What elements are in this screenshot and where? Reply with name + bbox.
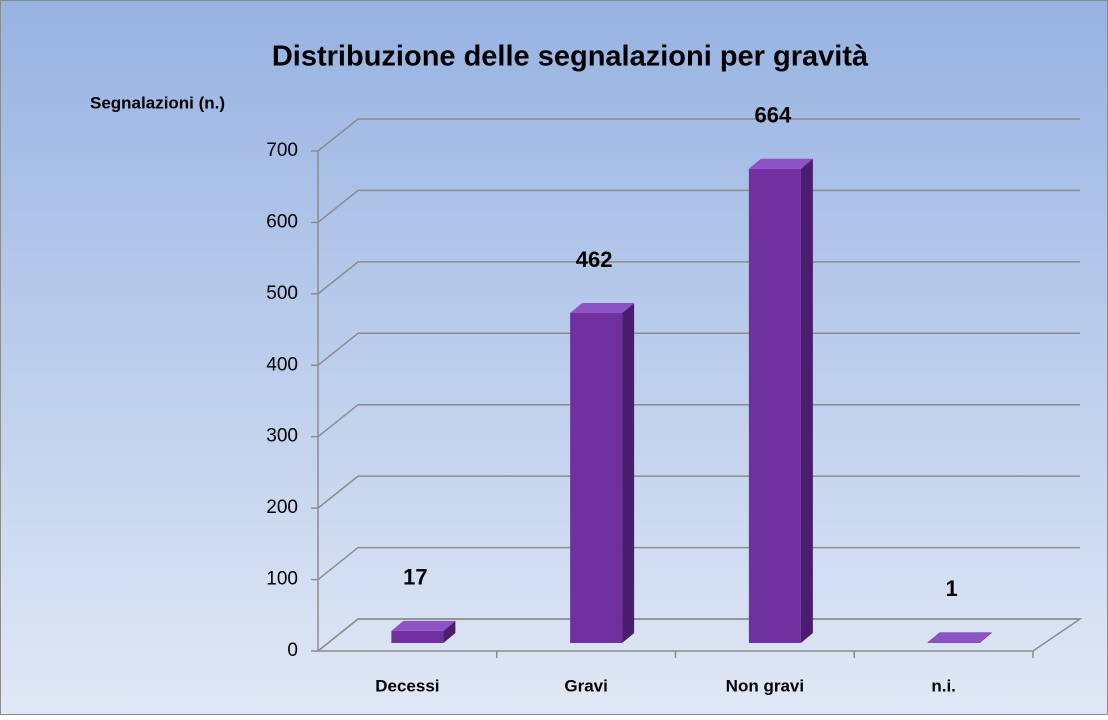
value-label: 664	[755, 103, 792, 128]
bar	[570, 303, 635, 643]
bar-side	[800, 158, 813, 643]
grid-line	[317, 118, 1080, 152]
y-tick-label: 0	[287, 640, 298, 661]
bar	[391, 620, 456, 643]
value-label: 462	[576, 247, 613, 272]
grid-line	[317, 618, 1080, 652]
grid-line	[317, 475, 1080, 509]
grid-line	[317, 261, 1080, 295]
bar-top	[391, 620, 456, 631]
bar-top	[570, 303, 635, 313]
grid-line	[317, 403, 1080, 438]
x-tick-label: Non gravi	[726, 676, 804, 695]
x-tick-label: Decessi	[375, 676, 439, 695]
bar	[927, 632, 992, 643]
value-label: 1	[946, 576, 958, 601]
y-tick-label: 500	[266, 283, 298, 304]
bar-top	[927, 632, 992, 643]
bar	[748, 158, 813, 643]
grid-line	[317, 189, 1080, 224]
y-tick-label: 100	[266, 569, 298, 590]
value-label: 17	[403, 565, 427, 590]
bar-side	[443, 620, 456, 643]
y-tick-label: 600	[266, 211, 298, 232]
y-tick-label: 200	[266, 497, 298, 518]
bar-side	[622, 303, 635, 643]
y-axis-title: Segnalazioni (n.)	[90, 93, 225, 112]
bar-front	[391, 630, 444, 643]
x-tick-label: n.i.	[931, 676, 956, 695]
y-tick-label: 300	[266, 426, 298, 447]
y-tick-label: 700	[266, 140, 298, 161]
x-tick-label: Gravi	[564, 676, 607, 695]
chart-title: Distribuzione delle segnalazioni per gra…	[272, 41, 869, 73]
grid-line	[317, 546, 1080, 581]
bar-side	[979, 632, 992, 643]
bar-front	[927, 642, 980, 643]
bar-top	[748, 158, 813, 169]
y-tick-label: 400	[266, 354, 298, 375]
bar-front	[748, 168, 801, 643]
bar-front	[570, 313, 623, 643]
grid-line	[317, 332, 1080, 366]
